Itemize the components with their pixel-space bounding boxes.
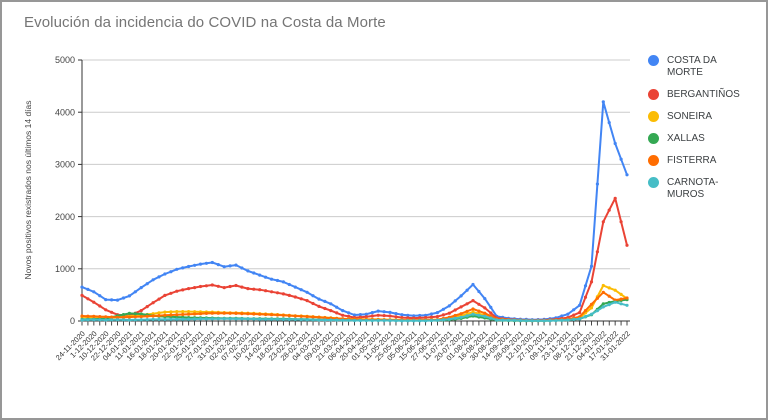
gridlines [82, 59, 630, 270]
legend-item-carnota-muros: CARNOTA-MUROS [648, 177, 745, 201]
y-axis-tick-labels: 0 1000 2000 3000 4000 5000 [55, 55, 82, 326]
axes [81, 60, 630, 322]
legend-label: FISTERRA [667, 155, 717, 166]
series-line-carnota-muros [80, 300, 629, 323]
legend-dot-icon [648, 111, 659, 122]
legend-dot-icon [648, 155, 659, 166]
legend-label: COSTA DA MORTE [667, 55, 717, 78]
legend-item-xallas: XALLAS [648, 133, 745, 145]
legend-label: CARNOTA-MUROS [667, 177, 719, 200]
legend: COSTA DA MORTE BERGANTIÑOS SONEIRA XALLA… [648, 55, 745, 201]
legend-item-bergantinos: BERGANTIÑOS [648, 89, 745, 101]
legend-dot-icon [648, 177, 659, 188]
legend-label: SONEIRA [667, 111, 713, 122]
series-line-berganti-os [80, 196, 629, 322]
svg-text:4000: 4000 [55, 107, 75, 117]
x-axis-labels: 24-11-20201-12-202010-12-202022-12-20200… [54, 329, 632, 362]
svg-text:3000: 3000 [55, 160, 75, 170]
svg-text:2000: 2000 [55, 212, 75, 222]
chart-title: Evolución da incidencia do COVID na Cost… [24, 14, 386, 31]
legend-item-costa-da-morte: COSTA DA MORTE [648, 55, 745, 79]
legend-dot-icon [648, 133, 659, 144]
legend-dot-icon [648, 89, 659, 100]
legend-label: XALLAS [667, 133, 705, 144]
svg-text:0: 0 [70, 316, 75, 326]
legend-item-fisterra: FISTERRA [648, 155, 745, 167]
svg-text:5000: 5000 [55, 55, 75, 65]
legend-dot-icon [648, 55, 659, 66]
legend-label: BERGANTIÑOS [667, 89, 740, 100]
legend-item-soneira: SONEIRA [648, 111, 745, 123]
svg-text:1000: 1000 [55, 264, 75, 274]
series-line-costa-da-morte [80, 100, 629, 322]
